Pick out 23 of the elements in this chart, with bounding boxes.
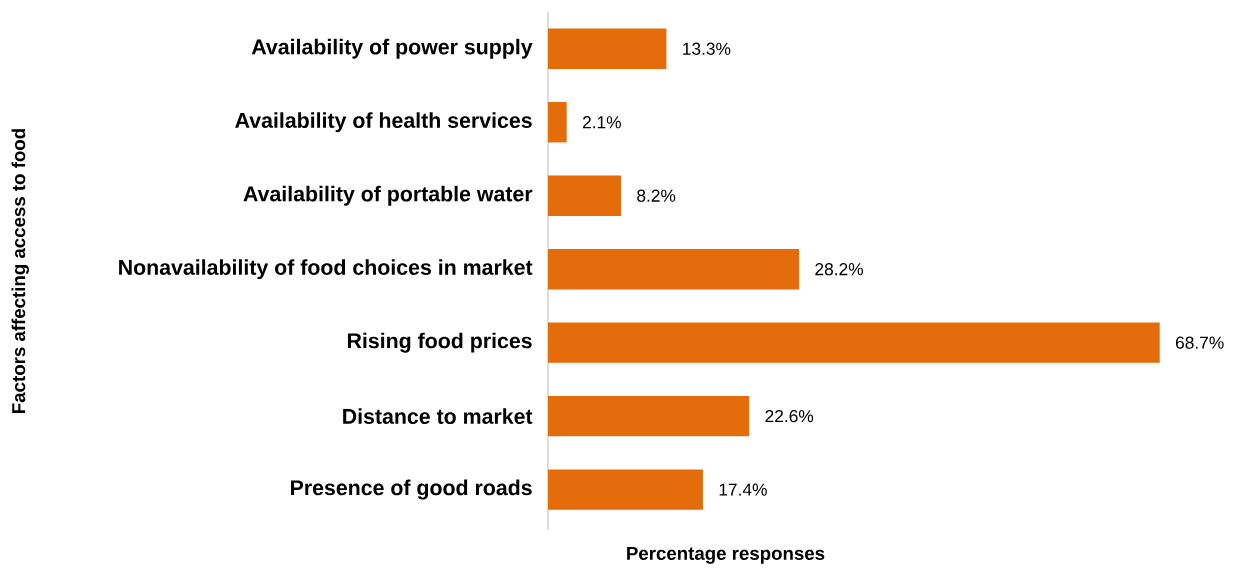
bar xyxy=(548,28,667,69)
bar xyxy=(548,102,567,143)
bar xyxy=(548,395,750,437)
y-tick-label: Availability of power supply xyxy=(251,38,533,59)
y-tick-label: Availability of health services xyxy=(235,112,532,133)
y-tick-label: Distance to market xyxy=(343,408,533,424)
x-axis-title: Percentage responses xyxy=(627,546,825,564)
data-label: 2.1% xyxy=(582,116,621,129)
data-label: 13.3% xyxy=(683,42,731,55)
y-tick-label: Rising food prices xyxy=(347,332,532,353)
data-label: 22.6% xyxy=(765,409,814,423)
data-label: 17.4% xyxy=(719,483,767,496)
bar xyxy=(548,175,622,216)
bar xyxy=(548,322,1160,363)
data-label: 28.2% xyxy=(815,263,863,276)
bar xyxy=(548,469,703,510)
y-tick-label: Nonavailability of food choices in market xyxy=(119,259,533,280)
data-label: 68.7% xyxy=(1175,336,1224,349)
bar xyxy=(548,248,800,290)
data-label: 8.2% xyxy=(637,189,676,202)
y-tick-label: Availability of portable water xyxy=(243,185,533,206)
y-tick-label: Presence of good roads xyxy=(291,479,532,500)
y-axis-title: Factors affecting access to food xyxy=(11,129,30,413)
